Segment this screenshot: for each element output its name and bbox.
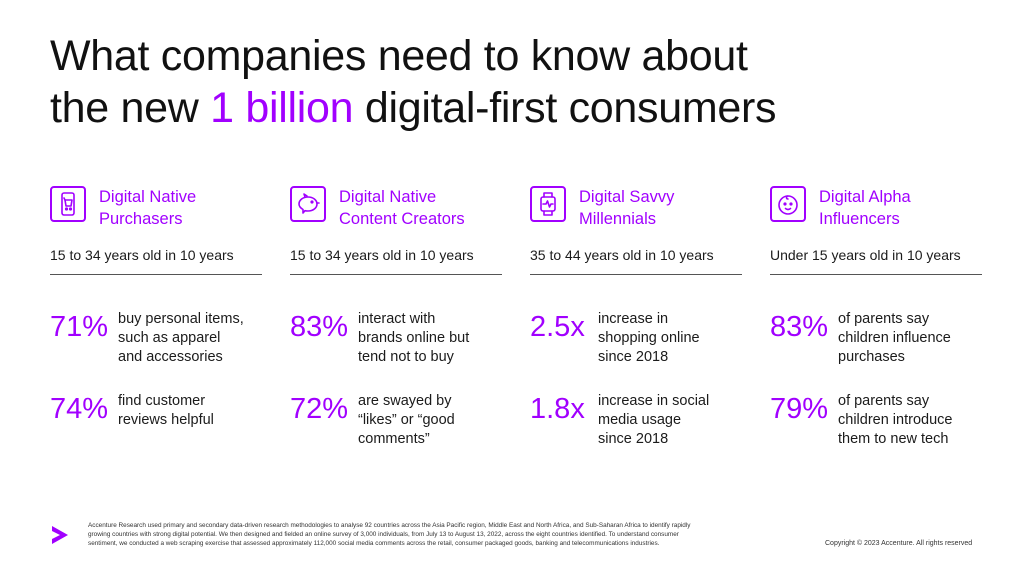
title-line-2: the new 1 billion digital-first consumer… — [50, 82, 990, 134]
stat-value: 83% — [770, 311, 829, 343]
segment-age: 15 to 34 years old in 10 years — [50, 247, 234, 263]
segment-title-line-1: Digital Native — [339, 188, 437, 206]
stat-line: such as apparel — [118, 330, 221, 346]
stat-line: buy personal items, — [118, 311, 244, 327]
segment-header: Digital Native Purchasers — [50, 186, 262, 236]
title-line-2-pre: the new — [50, 84, 211, 132]
segment-title-line-2: Content Creators — [339, 210, 465, 228]
stat-item: 83% interact with brands online but tend… — [290, 308, 508, 367]
stat-item: 79% of parents say children introduce th… — [770, 390, 988, 449]
accenture-logo-icon — [52, 526, 68, 544]
title-highlight: 1 billion — [210, 84, 354, 132]
piggy-bank-icon — [290, 186, 326, 222]
segment-age: 15 to 34 years old in 10 years — [290, 247, 474, 263]
segment-header: Digital Savvy Millennials — [530, 186, 742, 236]
stat-line: tend not to buy — [358, 349, 454, 365]
stat-line: interact with — [358, 311, 436, 327]
segment-title-line-1: Digital Native — [99, 188, 197, 206]
stat-description: increase in social media usage since 201… — [598, 392, 748, 449]
divider — [50, 274, 262, 275]
segment-title: Digital Native Content Creators — [339, 186, 465, 230]
stat-line: increase in — [598, 311, 669, 327]
stat-item: 83% of parents say children influence pu… — [770, 308, 988, 367]
stat-line: of parents say — [838, 393, 930, 409]
divider — [530, 274, 742, 275]
stat-line: “likes” or “good — [358, 412, 455, 428]
segment-title: Digital Savvy Millennials — [579, 186, 674, 230]
stat-description: buy personal items, such as apparel and … — [118, 310, 268, 367]
segment-title-line-1: Digital Alpha — [819, 188, 911, 206]
segment-column-content-creators: Digital Native Content Creators 15 to 34… — [290, 186, 502, 447]
segment-column-alpha-influencers: Digital Alpha Influencers Under 15 years… — [770, 186, 982, 447]
stat-line: brands online but — [358, 330, 470, 346]
stat-line: increase in social — [598, 393, 710, 409]
stat-description: increase in shopping online since 2018 — [598, 310, 748, 367]
stat-value: 74% — [50, 393, 109, 425]
stat-description: of parents say children influence purcha… — [838, 310, 988, 367]
stat-line: shopping online — [598, 330, 700, 346]
stat-description: interact with brands online but tend not… — [358, 310, 508, 367]
stat-line: reviews helpful — [118, 412, 214, 428]
methodology-line: Accenture Research used primary and seco… — [88, 522, 691, 529]
segment-header: Digital Alpha Influencers — [770, 186, 982, 236]
stat-item: 74% find customer reviews helpful — [50, 390, 268, 430]
segment-title-line-2: Influencers — [819, 210, 900, 228]
segment-title: Digital Alpha Influencers — [819, 186, 911, 230]
title-line-1: What companies need to know about — [50, 32, 748, 80]
copyright: Copyright © 2023 Accenture. All rights r… — [825, 540, 973, 547]
stat-value: 83% — [290, 311, 349, 343]
segment-column-millennials: Digital Savvy Millennials 35 to 44 years… — [530, 186, 742, 447]
stat-line: since 2018 — [598, 431, 669, 447]
title-line-2-post: digital-first consumers — [353, 84, 777, 132]
stat-value: 2.5x — [530, 311, 585, 343]
stat-line: purchases — [838, 349, 905, 365]
divider — [290, 274, 502, 275]
methodology-line: growing countries with strong digital po… — [88, 531, 679, 538]
segment-title-line-1: Digital Savvy — [579, 188, 675, 206]
shopping-phone-icon — [50, 186, 86, 222]
stat-line: them to new tech — [838, 431, 949, 447]
stat-value: 79% — [770, 393, 829, 425]
stat-line: media usage — [598, 412, 682, 428]
stat-value: 1.8x — [530, 393, 585, 425]
methodology-line: sentiment, we conducted a web scraping e… — [88, 540, 660, 547]
stat-item: 1.8x increase in social media usage sinc… — [530, 390, 748, 449]
stat-description: are swayed by “likes” or “good comments” — [358, 392, 508, 449]
stat-line: comments” — [358, 431, 430, 447]
page-title: What companies need to know about the ne… — [50, 30, 990, 134]
stat-line: are swayed by — [358, 393, 452, 409]
segment-age: 35 to 44 years old in 10 years — [530, 247, 714, 263]
stat-line: of parents say — [838, 311, 930, 327]
stat-item: 71% buy personal items, such as apparel … — [50, 308, 268, 367]
stat-description: of parents say children introduce them t… — [838, 392, 988, 449]
stat-line: and accessories — [118, 349, 223, 365]
methodology-note: Accenture Research used primary and seco… — [88, 521, 788, 548]
stat-value: 72% — [290, 393, 349, 425]
segment-header: Digital Native Content Creators — [290, 186, 502, 236]
stat-line: children influence — [838, 330, 951, 346]
baby-face-icon — [770, 186, 806, 222]
stat-line: find customer — [118, 393, 206, 409]
segment-title: Digital Native Purchasers — [99, 186, 196, 230]
segment-age: Under 15 years old in 10 years — [770, 247, 961, 263]
segment-title-line-2: Purchasers — [99, 210, 183, 228]
stat-item: 2.5x increase in shopping online since 2… — [530, 308, 748, 367]
smartwatch-icon — [530, 186, 566, 222]
segment-title-line-2: Millennials — [579, 210, 657, 228]
stat-description: find customer reviews helpful — [118, 392, 268, 430]
segment-column-purchasers: Digital Native Purchasers 15 to 34 years… — [50, 186, 262, 428]
stat-item: 72% are swayed by “likes” or “good comme… — [290, 390, 508, 449]
divider — [770, 274, 982, 275]
stat-line: children introduce — [838, 412, 953, 428]
stat-value: 71% — [50, 311, 109, 343]
stat-line: since 2018 — [598, 349, 669, 365]
